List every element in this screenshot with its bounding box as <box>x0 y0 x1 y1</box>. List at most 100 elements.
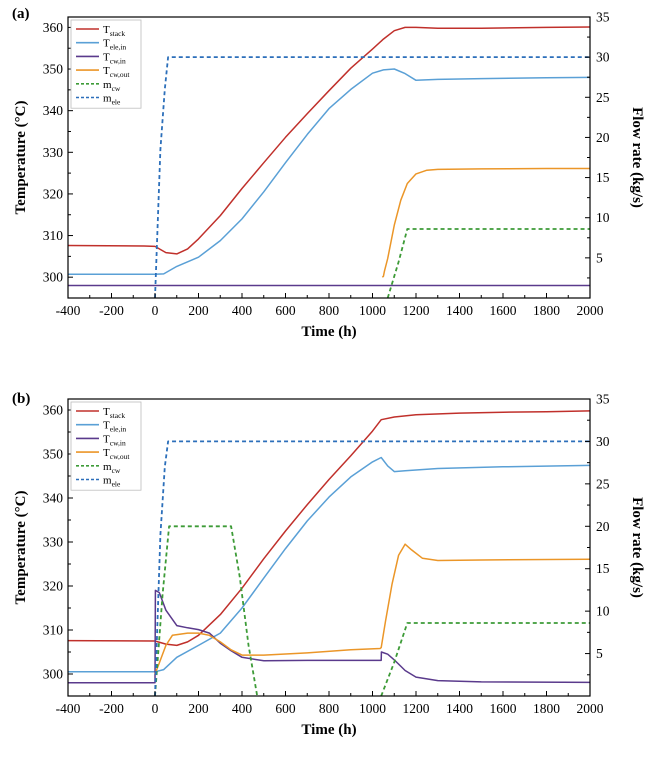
x-tick-label: 800 <box>319 303 340 318</box>
y2-tick-label: 20 <box>596 519 610 534</box>
x-tick-label: 2000 <box>577 303 604 318</box>
y2-tick-label: 15 <box>596 170 610 185</box>
legend-subscript: stack <box>110 411 126 420</box>
legend-symbol: m <box>103 475 112 487</box>
y-axis-label: Temperature (°C) <box>13 491 29 605</box>
legend-entry: mele <box>103 93 121 107</box>
legend-box <box>70 401 142 491</box>
legend-subscript: cw,out <box>110 70 131 79</box>
legend-entry: Tcw,out <box>103 447 130 461</box>
legend-subscript: ele <box>112 480 121 489</box>
x-tick-label: 600 <box>275 701 296 716</box>
legend-symbol: m <box>103 461 112 473</box>
series-line-m-ele <box>154 56 590 298</box>
x-axis-label: Time (h) <box>301 324 356 340</box>
y-tick-label: 320 <box>43 579 64 594</box>
legend-subscript: ele <box>112 98 121 107</box>
series-line-m-cw <box>154 525 259 696</box>
y-tick-label: 310 <box>43 623 64 638</box>
legend-subscript: ele,in <box>110 425 127 434</box>
legend-symbol: T <box>103 65 110 77</box>
x-tick-label: 600 <box>275 303 296 318</box>
x-tick-label: -200 <box>99 303 124 318</box>
legend-subscript: cw,in <box>110 438 126 447</box>
y2-tick-label: 30 <box>596 434 610 449</box>
y2-tick-label: 5 <box>596 646 603 661</box>
series-group <box>68 410 590 696</box>
x-axis-label: Time (h) <box>301 722 356 738</box>
x-tick-label: 400 <box>232 701 253 716</box>
legend-entry: Tstack <box>103 406 125 420</box>
legend-subscript: cw <box>112 84 121 93</box>
series-line-t-cw-out <box>381 167 590 278</box>
x-tick-label: -400 <box>56 701 81 716</box>
y-tick-label: 330 <box>43 535 64 550</box>
legend-symbol: m <box>103 79 112 91</box>
y-tick-label: 340 <box>43 103 64 118</box>
x-tick-label: 200 <box>188 303 209 318</box>
legend-symbol: T <box>103 433 110 445</box>
legend-symbol: T <box>103 51 110 63</box>
legend-symbol: T <box>103 38 110 50</box>
y-tick-label: 350 <box>43 62 64 77</box>
series-group <box>68 26 590 298</box>
x-tick-label: 1400 <box>446 303 473 318</box>
y2-tick-label: 35 <box>596 10 610 25</box>
legend-subscript: cw,in <box>110 56 126 65</box>
x-tick-label: 1200 <box>403 701 430 716</box>
x-tick-label: 0 <box>152 701 159 716</box>
y2-tick-label: 30 <box>596 50 610 65</box>
x-tick-label: 800 <box>319 701 340 716</box>
legend-symbol: T <box>103 420 110 432</box>
legend-symbol: T <box>103 24 110 36</box>
series-line-m-cw <box>380 622 590 696</box>
plot-frame <box>67 16 591 299</box>
legend-symbol: m <box>103 93 112 105</box>
legend-symbol: T <box>103 447 110 459</box>
legend-entry: Tele,in <box>103 38 126 52</box>
legend-symbol: T <box>103 406 110 418</box>
x-tick-label: 2000 <box>577 701 604 716</box>
x-tick-label: 1000 <box>359 303 386 318</box>
series-line-t-cw-out <box>154 543 590 675</box>
y-tick-label: 350 <box>43 447 64 462</box>
y2-tick-label: 10 <box>596 210 610 225</box>
x-tick-label: 1400 <box>446 701 473 716</box>
x-tick-label: 1800 <box>533 303 560 318</box>
legend-entry: mcw <box>103 461 121 475</box>
series-line-m-ele <box>154 440 590 696</box>
legend-box <box>70 19 142 109</box>
chart-panel-1: (a) -400 -200 0 200 400 600 800 1000 1200 1400 1600… <box>12 6 645 340</box>
legend-subscript: ele,in <box>110 43 127 52</box>
y-tick-label: 300 <box>43 667 64 682</box>
legend-subscript: cw,out <box>110 452 131 461</box>
x-tick-label: 1600 <box>490 701 517 716</box>
legend-entry: mele <box>103 475 121 489</box>
panel-label: (b) <box>12 391 30 407</box>
x-tick-label: 200 <box>188 701 209 716</box>
x-tick-label: 400 <box>232 303 253 318</box>
x-tick-label: 1600 <box>490 303 517 318</box>
y2-tick-label: 25 <box>596 90 610 105</box>
y-tick-label: 310 <box>43 228 64 243</box>
x-tick-label: 1800 <box>533 701 560 716</box>
y2-tick-label: 15 <box>596 561 610 576</box>
y2-tick-label: 35 <box>596 392 610 407</box>
y-tick-label: 330 <box>43 145 64 160</box>
legend-subscript: stack <box>110 29 126 38</box>
legend-entry: Tstack <box>103 24 125 38</box>
y-axis-label: Temperature (°C) <box>13 101 29 215</box>
y2-axis-label: Flow rate (kg/s) <box>629 107 645 208</box>
series-line-t-cw-in <box>68 589 590 684</box>
x-tick-label: -200 <box>99 701 124 716</box>
x-tick-label: -400 <box>56 303 81 318</box>
y-tick-label: 340 <box>43 491 64 506</box>
panel-label: (a) <box>12 6 30 22</box>
x-tick-label: 1200 <box>403 303 430 318</box>
x-tick-label: 0 <box>152 303 159 318</box>
y-tick-label: 360 <box>43 20 64 35</box>
y2-tick-label: 25 <box>596 476 610 491</box>
legend-entry: mcw <box>103 79 121 93</box>
